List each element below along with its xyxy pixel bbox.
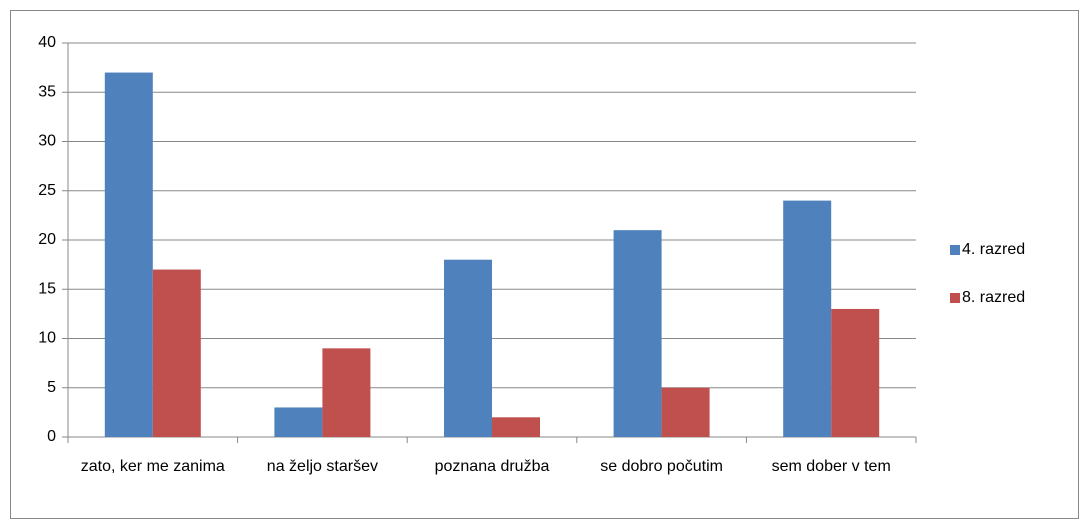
y-tick-label: 15 [38, 280, 56, 297]
y-tick-label: 25 [38, 182, 56, 199]
legend-swatch [950, 293, 960, 303]
bar [783, 200, 832, 437]
x-tick-label: na željo staršev [266, 458, 378, 475]
legend-label: 4. razred [962, 241, 1025, 258]
bar [613, 230, 662, 437]
y-tick-label: 35 [38, 83, 56, 100]
x-tick-label: sem dober v tem [771, 458, 891, 475]
legend-label: 8. razred [962, 289, 1025, 306]
bar [322, 348, 371, 437]
bar [152, 269, 201, 437]
y-tick-label: 10 [38, 330, 56, 347]
x-tick-label: se dobro počutim [600, 458, 723, 475]
bar [661, 387, 710, 437]
legend-swatch [950, 245, 960, 255]
y-tick-label: 30 [38, 133, 56, 150]
bar [104, 72, 153, 438]
y-tick-label: 20 [38, 231, 56, 248]
x-tick-label: poznana družba [434, 458, 550, 475]
y-tick-label: 5 [47, 379, 56, 396]
chart-border [10, 10, 1079, 519]
bar [831, 308, 880, 437]
bar [492, 417, 540, 437]
y-tick-label: 0 [47, 428, 56, 445]
x-tick-label: zato, ker me zanima [80, 458, 225, 475]
y-tick-label: 40 [38, 34, 56, 51]
bar [444, 259, 492, 437]
bar [274, 407, 323, 437]
